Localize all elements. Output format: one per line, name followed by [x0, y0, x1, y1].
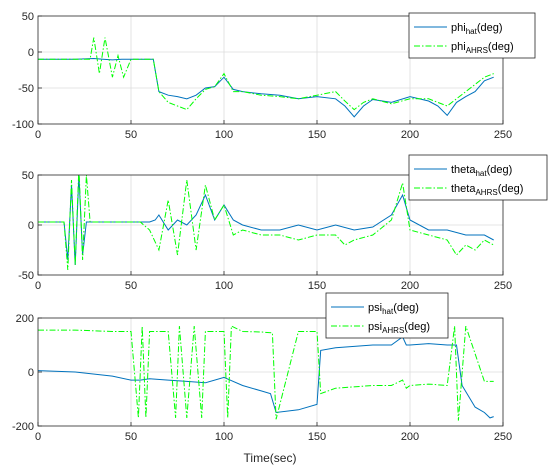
x-tick-label: 150: [308, 280, 326, 292]
series-line-ahrs: [38, 175, 494, 271]
y-tick-label: -50: [18, 83, 34, 95]
x-axis-label: Time(sec): [244, 451, 297, 465]
series-line-hat: [38, 336, 494, 419]
x-tick-label: 200: [401, 129, 419, 141]
legend-box: [408, 12, 536, 59]
legend: psihat(deg) psiAHRS(deg): [325, 292, 449, 339]
x-tick-label: 200: [401, 431, 419, 443]
x-tick-label: 100: [215, 280, 233, 292]
y-tick-label: -200: [12, 421, 34, 433]
x-tick-label: 200: [401, 280, 419, 292]
subplot-1: 0 50 100 150 200 250 -100 -50 0 50 phihat(deg) phiA…: [12, 11, 536, 141]
legend: thetahat(deg) thetaAHRS(deg): [408, 154, 548, 201]
x-tick-label: 50: [125, 129, 137, 141]
legend-label: phihat(deg): [451, 22, 503, 36]
y-tick-label: 0: [28, 367, 34, 379]
y-tick-label: 50: [22, 170, 34, 182]
legend: phihat(deg) phiAHRS(deg): [408, 12, 536, 59]
y-tick-label: 0: [28, 220, 34, 232]
legend-label: psiAHRS(deg): [368, 321, 430, 335]
x-tick-label: 150: [308, 431, 326, 443]
x-tick-label: 0: [35, 280, 41, 292]
legend-label: thetahat(deg): [451, 164, 512, 178]
subplots: 0 50 100 150 200 250-100-50050phihat(deg)phiA…: [12, 11, 548, 443]
y-tick-label: 0: [28, 47, 34, 59]
legend-box: [325, 292, 449, 339]
y-tick-label: 200: [16, 313, 34, 325]
x-tick-label: 100: [215, 431, 233, 443]
x-tick-label: 50: [125, 280, 137, 292]
subplot-3: 0 50 100 150 200 250-2000200psihat(deg)psiAHR…: [12, 292, 512, 443]
x-tick-label: 0: [35, 431, 41, 443]
x-tick-label: 250: [494, 431, 512, 443]
y-tick-label: 50: [22, 11, 34, 23]
x-tick-label: 100: [215, 129, 233, 141]
y-tick-label: -50: [18, 270, 34, 282]
y-tick-label: -100: [12, 119, 34, 131]
x-tick-label: 50: [125, 431, 137, 443]
legend-label: phiAHRS(deg): [451, 41, 514, 55]
x-tick-label: 250: [494, 280, 512, 292]
x-tick-label: 150: [308, 129, 326, 141]
legend-box: [408, 154, 548, 201]
x-tick-label: 0: [35, 129, 41, 141]
legend-label: thetaAHRS(deg): [451, 183, 523, 197]
axes-box: [37, 15, 504, 125]
series-line-ahrs: [38, 37, 494, 111]
legend-label: psihat(deg): [368, 302, 419, 316]
x-tick-label: 250: [494, 129, 512, 141]
